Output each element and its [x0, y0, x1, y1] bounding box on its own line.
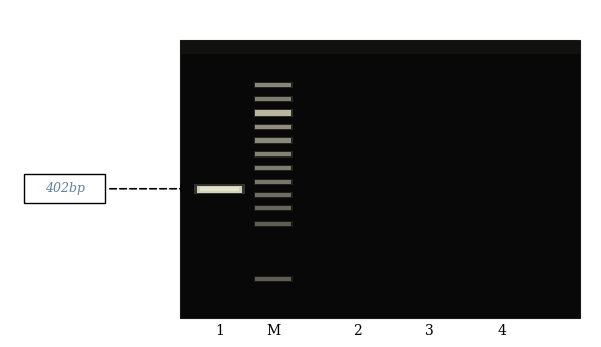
Bar	[254, 179, 293, 185]
Bar	[254, 96, 293, 102]
Bar	[255, 152, 291, 156]
Bar	[254, 82, 293, 88]
Bar	[24, 174, 105, 203]
Text: 3: 3	[426, 324, 434, 338]
Bar	[254, 165, 293, 171]
Bar	[255, 277, 291, 281]
Bar	[255, 180, 291, 184]
Bar	[255, 97, 291, 101]
Bar	[254, 221, 293, 227]
Bar	[254, 151, 293, 158]
Text: M: M	[266, 324, 281, 338]
Bar	[197, 186, 242, 193]
Bar	[254, 276, 293, 282]
Bar	[255, 166, 291, 170]
Text: 1: 1	[215, 324, 224, 338]
Text: 4: 4	[498, 324, 506, 338]
Text: 402bp: 402bp	[44, 182, 85, 195]
Bar	[255, 206, 291, 210]
Bar	[255, 83, 291, 87]
Bar	[254, 109, 293, 117]
Bar	[254, 192, 293, 198]
Bar	[255, 138, 291, 143]
Bar	[254, 124, 293, 130]
Bar	[180, 40, 580, 318]
Text: 2: 2	[353, 324, 362, 338]
Bar	[194, 184, 245, 194]
Bar	[255, 125, 291, 129]
Bar	[255, 222, 291, 226]
Bar	[254, 205, 293, 211]
Bar	[180, 40, 580, 54]
Bar	[254, 137, 293, 144]
Bar	[255, 193, 291, 197]
Bar	[255, 110, 291, 116]
Bar	[200, 187, 239, 191]
